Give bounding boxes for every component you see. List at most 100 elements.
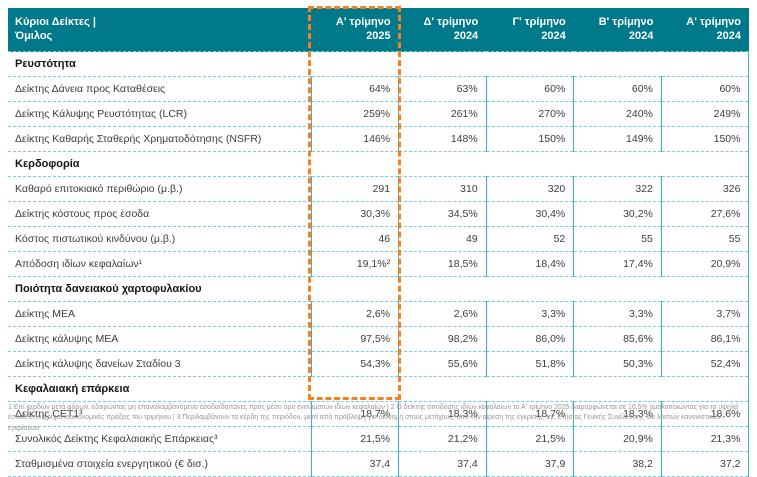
metric-label: Δείκτης Δάνεια προς Καταθέσεις <box>8 76 311 102</box>
metric-value: 18,4% <box>485 251 574 277</box>
metric-value: 2,6% <box>310 301 399 327</box>
metric-value: 18,6% <box>660 401 750 427</box>
metric-label: Σταθμισμένα στοιχεία ενεργητικού (€ δισ.… <box>8 451 311 477</box>
metric-value: 18,7% <box>485 401 574 427</box>
table-row: Δείκτης Δάνεια προς Καταθέσεις 64% 63% 6… <box>8 76 750 102</box>
metric-value: 63% <box>398 76 487 102</box>
metric-value: 55 <box>660 226 750 252</box>
metric-value: 18,3% <box>573 401 662 427</box>
table-row: Δείκτης ΜΕΑ 2,6% 2,6% 3,3% 3,3% 3,7% <box>8 301 750 327</box>
metric-value: 18,5% <box>398 251 487 277</box>
metric-value: 30,4% <box>485 201 574 227</box>
metric-label: Δείκτης κόστους προς έσοδα <box>8 201 311 227</box>
section-row-profitability: Κερδοφορία <box>8 151 750 177</box>
metric-value: 52 <box>485 226 574 252</box>
section-title: Κεφαλαιακή επάρκεια <box>8 376 750 402</box>
section-title: Κερδοφορία <box>8 151 750 177</box>
metric-value: 20,9% <box>660 251 750 277</box>
metric-value: 37,9 <box>485 451 574 477</box>
metric-value: 86,1% <box>660 326 750 352</box>
metric-value: 38,2 <box>573 451 662 477</box>
metric-value: 322 <box>573 176 662 202</box>
metric-label: Απόδοση ιδίων κεφαλαίων¹ <box>8 251 311 277</box>
metric-value: 98,2% <box>398 326 487 352</box>
metric-value: 146% <box>310 126 399 152</box>
column-header-q2-2024: Β' τρίμηνο 2024 <box>573 8 662 52</box>
metric-value: 86,0% <box>485 326 574 352</box>
column-header-q4-2024: Δ' τρίμηνο 2024 <box>398 8 487 52</box>
metric-value: 60% <box>485 76 574 102</box>
header-row: Κύριοι Δείκτες | Όμιλος Α' τρίμηνο 2025 … <box>8 8 749 52</box>
metric-value: 51,8% <box>485 351 574 377</box>
metric-value: 27,6% <box>660 201 750 227</box>
metric-value: 2,6% <box>398 301 487 327</box>
table-title-line2: Όμιλος <box>15 30 53 42</box>
metric-value: 17,4% <box>573 251 662 277</box>
metric-value: 46 <box>310 226 399 252</box>
table-title-line1: Κύριοι Δείκτες | <box>15 15 96 28</box>
footnote: 1 Επί κερδών μετά φόρων, εξαιρώντας μη ε… <box>8 404 739 432</box>
metric-value: 60% <box>573 76 662 102</box>
metric-value: 240% <box>573 101 662 127</box>
metric-value: 37,2 <box>660 451 750 477</box>
metric-value: 34,5% <box>398 201 487 227</box>
column-header-q1-2025: Α' τρίμηνο 2025 <box>311 8 399 52</box>
metric-value: 37,4 <box>398 451 487 477</box>
section-row-liquidity: Ρευστότητα <box>8 51 750 77</box>
metric-value: 50,3% <box>573 351 662 377</box>
metric-value: 54,3% <box>310 351 399 377</box>
metric-label: Δείκτης κάλυψης ΜΕΑ <box>8 326 311 352</box>
metric-value: 3,7% <box>660 301 750 327</box>
metric-value: 60% <box>660 76 750 102</box>
table-row: Δείκτης Κάλυψης Ρευστότητας (LCR) 259% 2… <box>8 101 750 127</box>
metric-value: 326 <box>660 176 750 202</box>
metric-value: 55,6% <box>398 351 487 377</box>
table-row: Δείκτης κάλυψης δανείων Σταδίου 3 54,3% … <box>8 351 750 377</box>
metric-value: 320 <box>485 176 574 202</box>
metric-value: 148% <box>398 126 487 152</box>
metric-value: 97,5% <box>310 326 399 352</box>
metric-label: Κόστος πιστωτικού κινδύνου (μ.β.) <box>8 226 311 252</box>
section-title: Ρευστότητα <box>8 51 750 77</box>
metric-label: Καθαρό επιτοκιακό περιθώριο (μ.β.) <box>8 176 311 202</box>
metric-value: 310 <box>398 176 487 202</box>
metric-value: 49 <box>398 226 487 252</box>
metric-label: Δείκτης ΜΕΑ <box>8 301 311 327</box>
metric-value: 64% <box>310 76 399 102</box>
metric-value: 19,1%² <box>310 251 399 277</box>
metric-label: Δείκτης Κάλυψης Ρευστότητας (LCR) <box>8 101 311 127</box>
metric-value: 150% <box>660 126 750 152</box>
metric-value: 150% <box>485 126 574 152</box>
table-row: Απόδοση ιδίων κεφαλαίων¹ 19,1%² 18,5% 18… <box>8 251 750 277</box>
metric-value: 3,3% <box>485 301 574 327</box>
metric-label: Δείκτης Καθαρής Σταθερής Χρηματοδότησης … <box>8 126 311 152</box>
metric-value: 85,6% <box>573 326 662 352</box>
table-row: Καθαρό επιτοκιακό περιθώριο (μ.β.) 291 3… <box>8 176 750 202</box>
section-title: Ποιότητα δανειακού χαρτοφυλακίου <box>8 276 750 302</box>
table-row: Δείκτης CET1³ 18,7% 18,3% 18,7% 18,3% 18… <box>8 401 750 427</box>
column-header-q1-2024: Α' τρίμηνο 2024 <box>661 8 749 52</box>
metric-value: 261% <box>398 101 487 127</box>
metric-value: 270% <box>485 101 574 127</box>
section-row-capital-adequacy: Κεφαλαιακή επάρκεια <box>8 376 750 402</box>
section-row-loan-quality: Ποιότητα δανειακού χαρτοφυλακίου <box>8 276 750 302</box>
metric-value: 18,3% <box>398 401 487 427</box>
metric-value: 249% <box>660 101 750 127</box>
table-row: Κόστος πιστωτικού κινδύνου (μ.β.) 46 49 … <box>8 226 750 252</box>
metric-value: 52,4% <box>660 351 750 377</box>
metric-value: 149% <box>573 126 662 152</box>
table-row: Δείκτης Καθαρής Σταθερής Χρηματοδότησης … <box>8 126 750 152</box>
metric-value: 3,3% <box>573 301 662 327</box>
table-row: Δείκτης κάλυψης ΜΕΑ 97,5% 98,2% 86,0% 85… <box>8 326 750 352</box>
metric-value: 37,4 <box>310 451 399 477</box>
metric-label: Δείκτης κάλυψης δανείων Σταδίου 3 <box>8 351 311 377</box>
metric-value: 30,3% <box>310 201 399 227</box>
column-header-q3-2024: Γ' τρίμηνο 2024 <box>486 8 574 52</box>
metric-value: 55 <box>573 226 662 252</box>
metric-value: 291 <box>310 176 399 202</box>
metric-value: 259% <box>310 101 399 127</box>
table-title: Κύριοι Δείκτες | Όμιλος <box>8 8 311 52</box>
metric-label: Δείκτης CET1³ <box>8 401 311 427</box>
table-row: Δείκτης κόστους προς έσοδα 30,3% 34,5% 3… <box>8 201 750 227</box>
table-row: Σταθμισμένα στοιχεία ενεργητικού (€ δισ.… <box>8 451 750 477</box>
